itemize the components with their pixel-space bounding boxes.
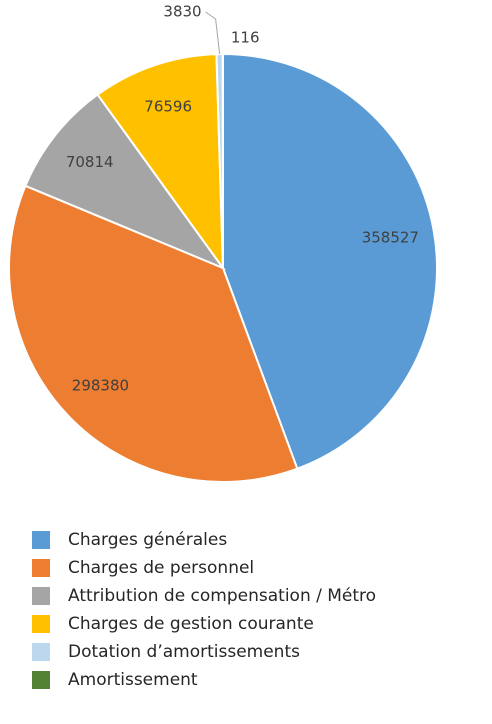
data-label: 358527 <box>362 229 419 247</box>
data-label: 3830 <box>163 3 201 21</box>
legend-label: Charges générales <box>68 530 227 550</box>
legend-label: Charges de gestion courante <box>68 614 314 634</box>
data-label: 70814 <box>66 153 114 171</box>
legend-swatch <box>32 643 50 661</box>
data-label: 298380 <box>72 376 129 394</box>
legend-swatch <box>32 615 50 633</box>
leader-line <box>205 11 221 55</box>
legend-swatch <box>32 531 50 549</box>
pie-slice <box>222 52 438 470</box>
pie-slice <box>24 93 226 271</box>
legend-swatch <box>32 587 50 605</box>
legend-label: Amortissement <box>68 670 198 690</box>
legend-swatch <box>32 559 50 577</box>
legend-swatch <box>32 671 50 689</box>
data-label: 76596 <box>144 98 192 116</box>
legend-label: Dotation d’amortissements <box>68 642 300 662</box>
pie-slice <box>96 53 225 272</box>
legend-label: Attribution de compensation / Métro <box>68 586 376 606</box>
legend-label: Charges de personnel <box>68 558 254 578</box>
data-label: 116 <box>231 29 260 47</box>
pie-slice <box>8 184 299 483</box>
